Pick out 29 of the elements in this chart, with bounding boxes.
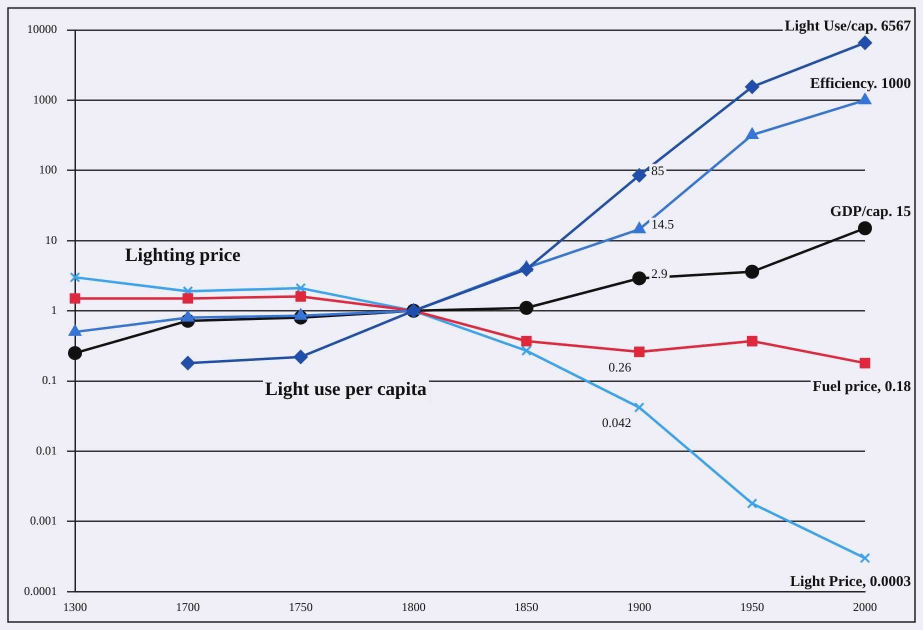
x-tick-label: 1800 xyxy=(402,600,426,614)
y-tick-label: 0.001 xyxy=(30,514,57,528)
y-tick-label: 10 xyxy=(45,232,57,247)
data-label: 0.042 xyxy=(602,414,632,430)
x-tick-label: 1950 xyxy=(740,600,764,614)
x-tick-label: 1300 xyxy=(63,600,87,614)
series-label: Light Price, 0.0003 xyxy=(790,574,911,590)
x-tick-label: 1900 xyxy=(627,600,652,614)
data-label: 14.5 xyxy=(651,216,674,232)
annotation: Lighting price xyxy=(125,244,241,266)
data-label: 2.9 xyxy=(651,266,668,281)
series-label: GDP/cap. 15 xyxy=(830,204,911,220)
series-label: Light Use/cap. 6567 xyxy=(784,18,912,35)
data-label: 0.26 xyxy=(608,359,632,374)
y-tick-label: 0.01 xyxy=(36,443,57,458)
y-tick-label: 100 xyxy=(39,162,57,177)
y-tick-label: 1000 xyxy=(33,92,57,106)
x-tick-label: 1700 xyxy=(176,600,200,614)
x-tick-label: 1750 xyxy=(288,600,313,614)
series-label: Efficiency. 1000 xyxy=(810,76,911,92)
annotation: Light use per capita xyxy=(265,378,428,400)
x-tick-label: 2000 xyxy=(853,600,877,614)
y-tick-label: 0.0001 xyxy=(24,584,57,598)
y-tick-label: 1 xyxy=(51,302,57,317)
y-tick-label: 10000 xyxy=(27,22,57,36)
data-label: 85 xyxy=(651,162,664,178)
series-label: Fuel price, 0.18 xyxy=(812,378,911,395)
x-tick-label: 1850 xyxy=(514,600,538,614)
y-tick-label: 0.1 xyxy=(42,373,57,388)
